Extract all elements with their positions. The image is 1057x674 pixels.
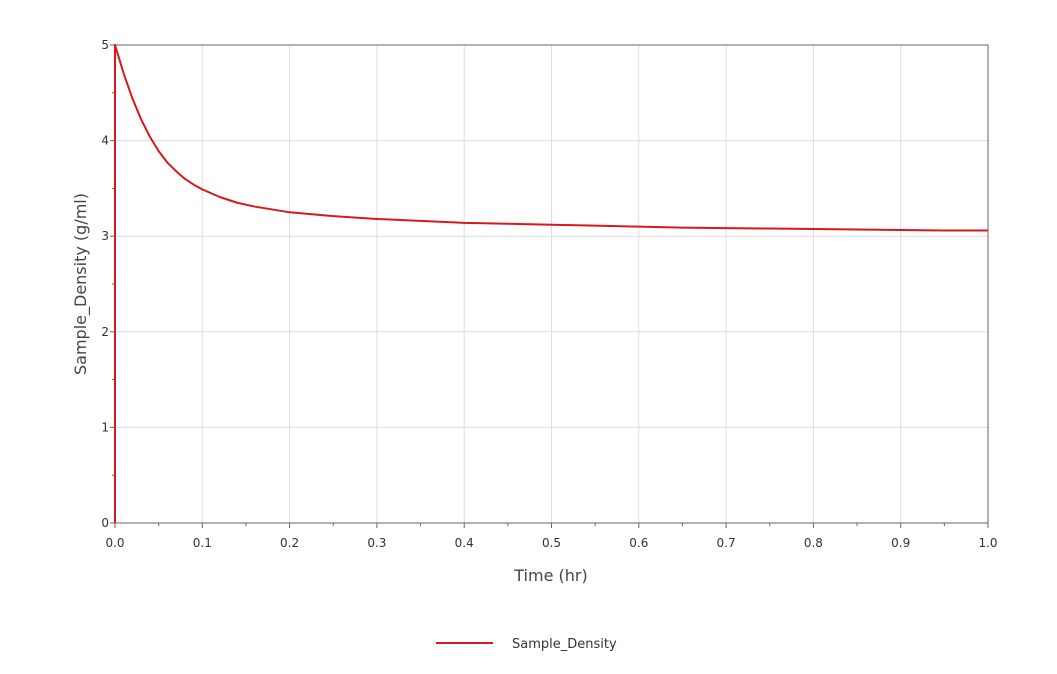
x-axis-title: Time (hr) bbox=[513, 566, 587, 585]
x-tick-label: 0.3 bbox=[367, 536, 386, 550]
axis-ticks: 0.0 0.1 0.2 0.3 0.4 0.5 0.6 0.7 0.8 0.9 1.0 0 1 2 3 4 5 bbox=[101, 38, 997, 550]
x-tick-label: 0.5 bbox=[542, 536, 561, 550]
y-tick-label: 0 bbox=[101, 516, 109, 530]
x-tick-label: 0.8 bbox=[804, 536, 823, 550]
x-tick-label: 1.0 bbox=[978, 536, 997, 550]
y-tick-label: 5 bbox=[101, 38, 109, 52]
legend-label: Sample_Density bbox=[512, 637, 617, 652]
grid bbox=[115, 45, 988, 523]
y-axis-title: Sample_Density (g/ml) bbox=[71, 193, 91, 375]
x-tick-label: 0.4 bbox=[455, 536, 474, 550]
x-tick-label: 0.6 bbox=[629, 536, 648, 550]
series-layer bbox=[114, 44, 988, 523]
y-tick-label: 3 bbox=[101, 229, 109, 243]
legend: Sample_Density bbox=[436, 637, 617, 652]
x-tick-label: 0.7 bbox=[717, 536, 736, 550]
x-tick-label: 0.0 bbox=[105, 536, 124, 550]
y-tick-label: 4 bbox=[101, 134, 109, 148]
x-tick-label: 0.9 bbox=[891, 536, 910, 550]
x-tick-label: 0.2 bbox=[280, 536, 299, 550]
y-tick-label: 2 bbox=[101, 325, 109, 339]
x-tick-label: 0.1 bbox=[193, 536, 212, 550]
y-tick-label: 1 bbox=[101, 420, 109, 434]
series-line-sample-density bbox=[114, 44, 988, 523]
